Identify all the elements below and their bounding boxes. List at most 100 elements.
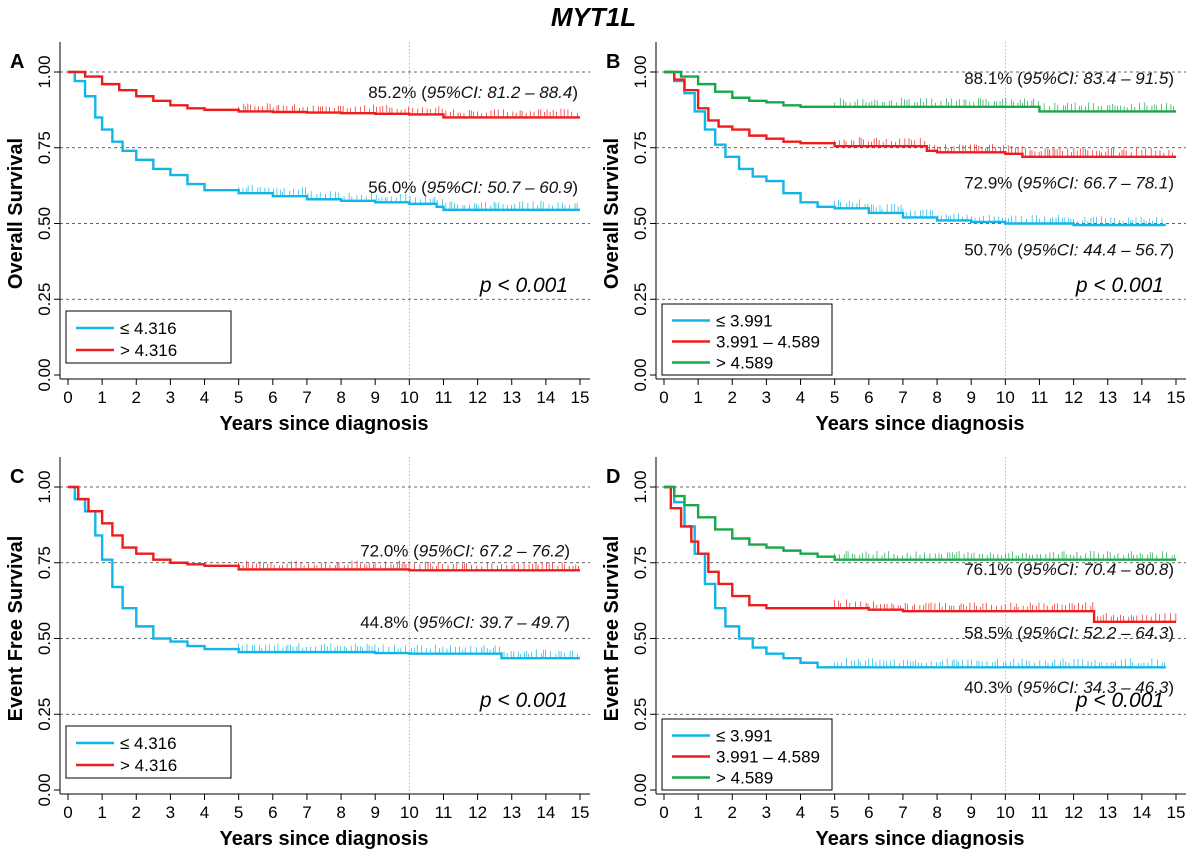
x-tick-label: 10 [400, 388, 419, 407]
survival-annotation: 58.5% (95%CI: 52.2 – 64.3) [964, 624, 1174, 643]
x-tick-label: 1 [97, 803, 106, 822]
survival-annotation: 88.1% (95%CI: 83.4 – 91.5) [964, 69, 1174, 88]
p-value: p < 0.001 [479, 274, 568, 297]
y-tick-label: 1.00 [35, 55, 54, 88]
x-tick-label: 8 [336, 388, 345, 407]
x-tick-label: 1 [693, 803, 702, 822]
survival-curve [68, 485, 580, 572]
legend-box [65, 310, 232, 364]
y-axis-title: Event Free Survival [5, 536, 27, 722]
legend-label: > 4.589 [716, 769, 773, 788]
x-tick-label: 13 [1098, 803, 1117, 822]
survival-annotation: 56.0% (95%CI: 50.7 – 60.9) [368, 178, 578, 197]
survival-curve [664, 70, 1176, 113]
survival-curve [664, 485, 1176, 624]
x-axis-title: Years since diagnosis [220, 828, 429, 850]
y-tick-label: 0.25 [631, 698, 650, 731]
x-tick-label: 5 [830, 388, 839, 407]
x-tick-label: 3 [762, 803, 771, 822]
y-tick-label: 0.75 [631, 131, 650, 164]
x-tick-label: 10 [996, 388, 1015, 407]
x-tick-label: 8 [932, 388, 941, 407]
p-value: p < 0.001 [1075, 274, 1164, 297]
x-tick-label: 5 [234, 388, 243, 407]
panel-letter: B [606, 51, 620, 73]
x-tick-label: 11 [1031, 803, 1049, 822]
x-tick-label: 2 [132, 803, 141, 822]
x-tick-label: 10 [996, 803, 1015, 822]
legend-label: ≤ 4.316 [120, 319, 177, 338]
y-axis-title: Overall Survival [5, 138, 27, 289]
x-tick-label: 8 [336, 803, 345, 822]
x-tick-label: 15 [1167, 803, 1186, 822]
y-axis-title: Event Free Survival [601, 536, 623, 722]
x-tick-label: 15 [1167, 388, 1186, 407]
panel-a: 0.000.250.500.751.000 1 2 3 4 5 6 7 8 9 10 11 12 13 14… [5, 42, 590, 435]
x-tick-label: 15 [571, 388, 590, 407]
survival-annotation: 76.1% (95%CI: 70.4 – 80.8) [964, 560, 1174, 579]
x-tick-label: 13 [502, 803, 521, 822]
legend-label: > 4.589 [716, 354, 773, 373]
x-tick-label: 1 [693, 388, 702, 407]
legend-label: 3.991 – 4.589 [716, 333, 820, 352]
legend-box [661, 718, 833, 791]
x-tick-label: 9 [966, 388, 975, 407]
survival-curve [68, 70, 580, 212]
x-tick-label: 0 [659, 803, 668, 822]
x-tick-label: 10 [400, 803, 419, 822]
x-tick-label: 9 [370, 388, 379, 407]
y-tick-label: 0.00 [35, 773, 54, 806]
y-tick-label: 0.75 [35, 131, 54, 164]
x-tick-label: 13 [1098, 388, 1117, 407]
x-tick-label: 1 [97, 388, 106, 407]
x-tick-label: 13 [502, 388, 521, 407]
x-tick-label: 11 [435, 388, 453, 407]
x-tick-label: 6 [268, 388, 277, 407]
panel-letter: D [606, 466, 620, 488]
panel-c: 0.000.250.500.751.000 1 2 3 4 5 6 7 8 9 10 11 12 13 14… [5, 457, 590, 850]
panel-letter: A [10, 51, 24, 73]
y-tick-label: 0.50 [631, 622, 650, 655]
x-tick-label: 11 [435, 803, 453, 822]
x-tick-label: 0 [63, 803, 72, 822]
x-tick-label: 0 [63, 388, 72, 407]
x-tick-label: 12 [1064, 388, 1083, 407]
survival-curve [664, 70, 1166, 227]
y-tick-label: 0.00 [631, 358, 650, 391]
survival-annotation: 72.0% (95%CI: 67.2 – 76.2) [360, 542, 570, 561]
survival-curve [664, 70, 1176, 159]
x-tick-label: 4 [200, 388, 209, 407]
x-tick-label: 9 [966, 803, 975, 822]
x-tick-label: 4 [200, 803, 209, 822]
x-tick-label: 4 [796, 803, 805, 822]
y-tick-label: 0.75 [631, 546, 650, 579]
x-tick-label: 12 [468, 388, 487, 407]
p-value: p < 0.001 [479, 689, 568, 712]
x-tick-label: 7 [898, 803, 907, 822]
x-tick-label: 14 [536, 803, 555, 822]
y-axis-title: Overall Survival [601, 138, 623, 289]
survival-annotation: 44.8% (95%CI: 39.7 – 49.7) [360, 613, 570, 632]
legend-label: > 4.316 [120, 341, 177, 360]
x-tick-label: 15 [571, 803, 590, 822]
x-tick-label: 12 [468, 803, 487, 822]
y-tick-label: 0.50 [35, 207, 54, 240]
survival-annotation: 85.2% (95%CI: 81.2 – 88.4) [368, 83, 578, 102]
y-tick-label: 0.50 [631, 207, 650, 240]
panel-d: 0.000.250.500.751.000 1 2 3 4 5 6 7 8 9 10 11 12 13 14… [601, 457, 1186, 850]
x-tick-label: 9 [370, 803, 379, 822]
x-tick-label: 2 [132, 388, 141, 407]
y-tick-label: 0.50 [35, 622, 54, 655]
x-tick-label: 3 [166, 388, 175, 407]
x-tick-label: 11 [1031, 388, 1049, 407]
survival-curve [68, 485, 580, 660]
x-tick-label: 14 [536, 388, 555, 407]
legend-box [65, 725, 232, 779]
x-axis-title: Years since diagnosis [816, 828, 1025, 850]
legend-label: > 4.316 [120, 756, 177, 775]
x-tick-label: 2 [728, 803, 737, 822]
y-tick-label: 1.00 [631, 470, 650, 503]
y-tick-label: 1.00 [35, 470, 54, 503]
y-tick-label: 0.00 [631, 773, 650, 806]
